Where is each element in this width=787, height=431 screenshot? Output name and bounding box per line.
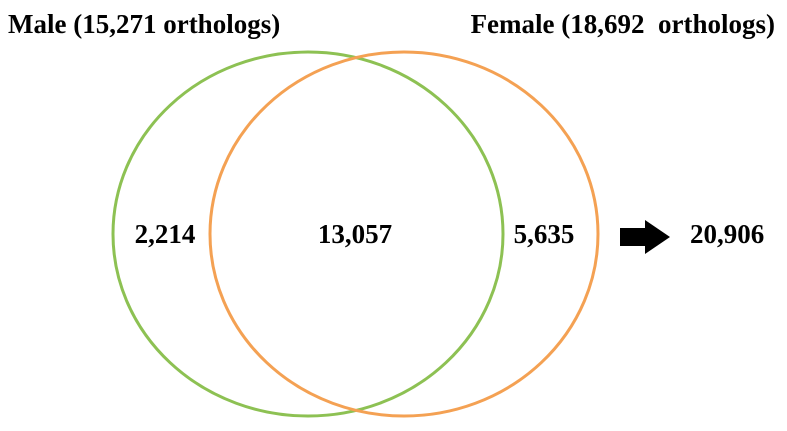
region-count: 13,057 — [318, 219, 392, 249]
set-circle — [208, 50, 600, 418]
set-label: Male (15,271 orthologs) — [8, 9, 280, 39]
set-label: Female (18,692 orthologs) — [471, 9, 775, 39]
set-circle — [111, 50, 505, 418]
region-count: 5,635 — [514, 219, 575, 249]
total-count: 20,906 — [690, 219, 764, 249]
region-count: 2,214 — [135, 219, 196, 249]
arrow — [620, 220, 670, 254]
